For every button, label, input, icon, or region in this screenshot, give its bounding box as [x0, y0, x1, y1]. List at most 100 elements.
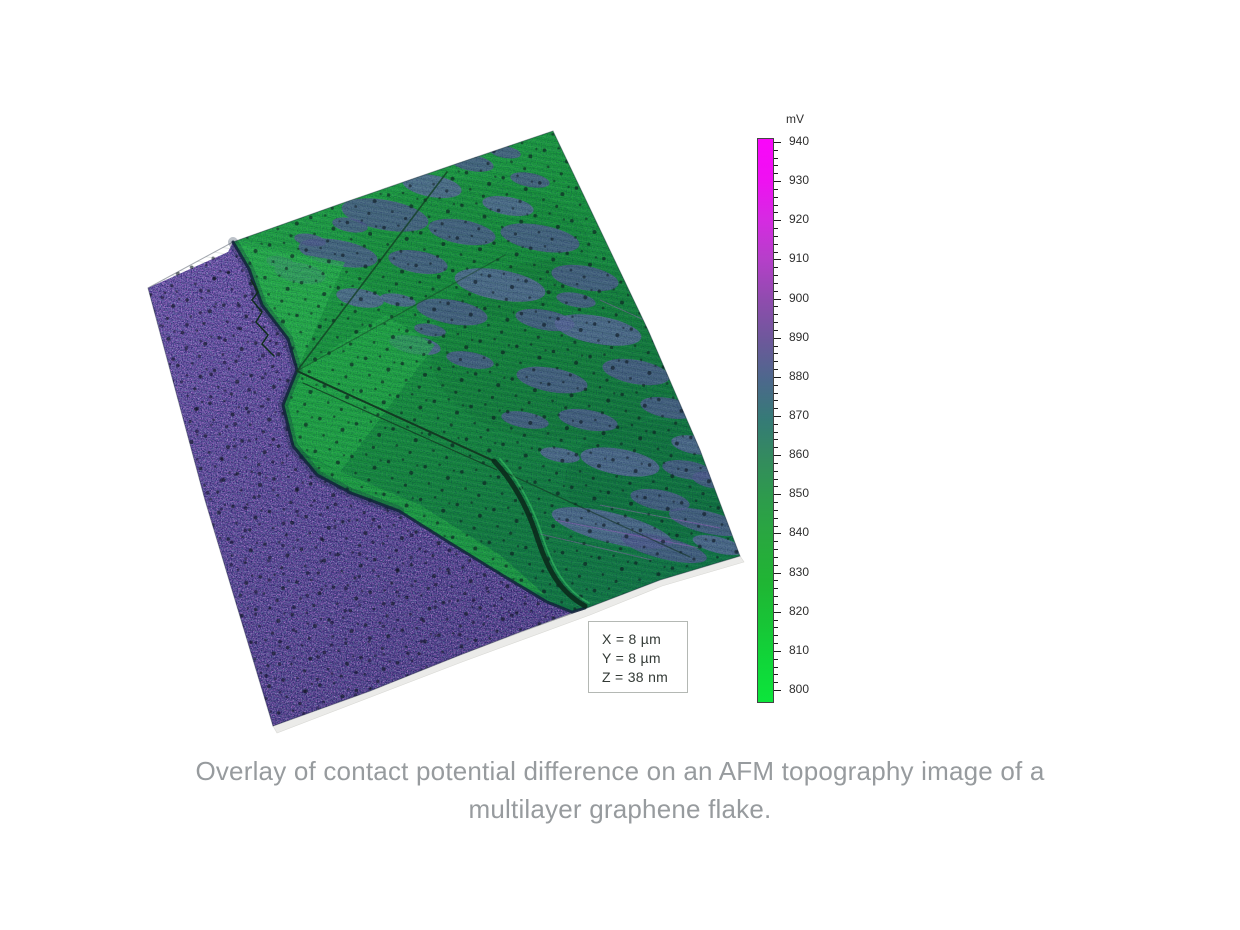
colorbar-tick — [774, 455, 781, 457]
colorbar-tick-label: 930 — [789, 173, 810, 188]
colorbar-minor-tick — [774, 235, 778, 237]
colorbar-minor-tick — [774, 564, 778, 566]
scan-size-x: X = 8 µm — [602, 631, 662, 647]
colorbar-minor-tick — [774, 502, 778, 504]
colorbar-minor-tick — [774, 408, 778, 410]
flake-ridge — [491, 458, 590, 609]
colorbar-tick — [774, 572, 781, 574]
colorbar-tick-label: 920 — [789, 212, 810, 227]
colorbar-minor-tick — [774, 486, 778, 488]
colorbar-tick-label: 830 — [789, 564, 810, 579]
colorbar-tick-label: 850 — [789, 486, 810, 501]
colorbar-minor-tick — [774, 275, 778, 277]
colorbar-minor-tick — [774, 204, 778, 206]
colorbar-tick-label: 820 — [789, 603, 810, 618]
colorbar-minor-tick — [774, 400, 778, 402]
colorbar-minor-tick — [774, 431, 778, 433]
colorbar-tick-label: 800 — [789, 682, 810, 696]
colorbar-minor-tick — [774, 541, 778, 543]
colorbar-tick-label: 900 — [789, 290, 810, 305]
scan-size-y: Y = 8 µm — [602, 650, 661, 666]
colorbar-tick — [774, 181, 781, 183]
colorbar-minor-tick — [774, 658, 778, 660]
scan-outline — [147, 130, 741, 727]
figure-caption-line1: Overlay of contact potential difference … — [195, 756, 1045, 786]
colorbar-tick — [774, 611, 781, 613]
colorbar-minor-tick — [774, 149, 778, 151]
colorbar-tick-label: 810 — [789, 642, 810, 657]
colorbar-minor-tick — [774, 588, 778, 590]
colorbar-minor-tick — [774, 674, 778, 676]
figure-caption: Overlay of contact potential difference … — [0, 752, 1240, 828]
colorbar-minor-tick — [774, 314, 778, 316]
colorbar-minor-tick — [774, 282, 778, 284]
colorbar-minor-tick — [774, 517, 778, 519]
scan-size-box: X = 8 µm Y = 8 µm Z = 38 nm — [588, 621, 688, 693]
colorbar-tick-label: 940 — [789, 134, 810, 148]
colorbar-minor-tick — [774, 462, 778, 464]
colorbar-unit-label: mV — [786, 112, 804, 126]
colorbar-tick — [774, 533, 781, 535]
colorbar-minor-tick — [774, 322, 778, 324]
colorbar-minor-tick — [774, 243, 778, 245]
colorbar-minor-tick — [774, 509, 778, 511]
colorbar-minor-tick — [774, 228, 778, 230]
colorbar-tick-label: 840 — [789, 525, 810, 540]
colorbar-tick — [774, 690, 781, 691]
colorbar-tick — [774, 259, 781, 261]
colorbar-tick — [774, 494, 781, 496]
colorbar-minor-tick — [774, 556, 778, 558]
colorbar-tick — [774, 416, 781, 417]
colorbar-minor-tick — [774, 188, 778, 190]
scan-size-z: Z = 38 nm — [602, 669, 669, 685]
colorbar-minor-tick — [774, 635, 778, 637]
colorbar-minor-tick — [774, 643, 778, 645]
colorbar-minor-tick — [774, 196, 778, 198]
colorbar-minor-tick — [774, 439, 778, 441]
colorbar-minor-tick — [774, 384, 778, 386]
colorbar-minor-tick — [774, 627, 778, 629]
colorbar-minor-tick — [774, 478, 778, 480]
colorbar-tick — [774, 376, 781, 378]
colorbar-tick — [774, 337, 781, 339]
colorbar-minor-tick — [774, 290, 778, 292]
colorbar-tick-label: 860 — [789, 447, 810, 462]
colorbar-tick — [774, 220, 781, 222]
colorbar-minor-tick — [774, 682, 778, 684]
colorbar-minor-tick — [774, 619, 778, 621]
colorbar-minor-tick — [774, 353, 778, 355]
colorbar-tick — [774, 298, 781, 300]
colorbar-minor-tick — [774, 603, 778, 605]
colorbar-tick-label: 910 — [789, 251, 810, 266]
colorbar-minor-tick — [774, 361, 778, 363]
colorbar-tick-label: 880 — [789, 368, 810, 383]
fold-lines — [228, 171, 691, 614]
colorbar-minor-tick — [774, 392, 778, 394]
colorbar-minor-tick — [774, 580, 778, 582]
colorbar-minor-tick — [774, 447, 778, 449]
colorbar-minor-tick — [774, 173, 778, 175]
colorbar-minor-tick — [774, 470, 778, 472]
colorbar-minor-tick — [774, 157, 778, 159]
colorbar-minor-tick — [774, 369, 778, 371]
colorbar-minor-tick — [774, 165, 778, 167]
colorbar-minor-tick — [774, 666, 778, 668]
colorbar-minor-tick — [774, 525, 778, 527]
colorbar-tick — [774, 142, 781, 143]
colorbar-gradient — [757, 138, 774, 703]
slab-side — [272, 555, 745, 734]
colorbar-minor-tick — [774, 423, 778, 425]
colorbar-tick-label: 890 — [789, 329, 810, 344]
colorbar-minor-tick — [774, 549, 778, 551]
colorbar-tick — [774, 650, 781, 652]
colorbar-minor-tick — [774, 345, 778, 347]
colorbar-minor-tick — [774, 251, 778, 253]
colorbar-tick-label: 870 — [789, 408, 810, 422]
colorbar-minor-tick — [774, 212, 778, 214]
colorbar-minor-tick — [774, 306, 778, 308]
colorbar-minor-tick — [774, 596, 778, 598]
colorbar-minor-tick — [774, 329, 778, 331]
colorbar-minor-tick — [774, 267, 778, 269]
figure-caption-line2: multilayer graphene flake. — [468, 794, 772, 824]
